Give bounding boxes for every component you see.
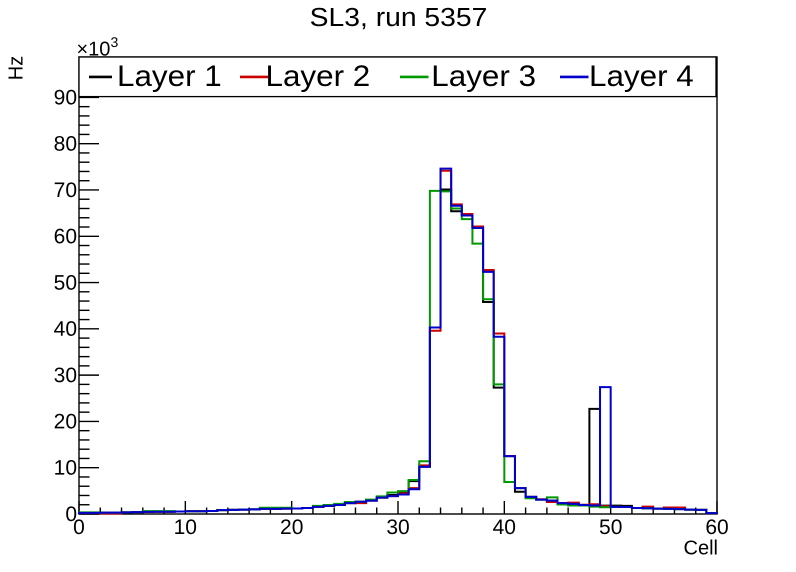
svg-text:60: 60 — [54, 225, 77, 248]
svg-text:40: 40 — [54, 318, 77, 341]
svg-text:Layer 2: Layer 2 — [266, 59, 371, 93]
svg-text:80: 80 — [54, 133, 77, 156]
svg-text:SL3, run 5357: SL3, run 5357 — [310, 2, 488, 32]
svg-text:90: 90 — [54, 86, 77, 109]
svg-text:Layer 4: Layer 4 — [589, 59, 694, 93]
svg-text:50: 50 — [54, 272, 77, 295]
svg-text:10: 10 — [54, 457, 77, 480]
svg-text:70: 70 — [54, 179, 77, 202]
svg-text:Layer 3: Layer 3 — [431, 59, 536, 93]
svg-text:20: 20 — [280, 516, 303, 539]
svg-text:0: 0 — [65, 503, 77, 526]
svg-text:Hz: Hz — [6, 56, 28, 80]
svg-text:0: 0 — [73, 516, 85, 539]
svg-text:30: 30 — [54, 364, 77, 387]
svg-text:40: 40 — [493, 516, 516, 539]
svg-text:Layer 1: Layer 1 — [117, 59, 222, 93]
svg-text:60: 60 — [705, 516, 728, 539]
svg-text:30: 30 — [386, 516, 409, 539]
svg-text:50: 50 — [599, 516, 622, 539]
svg-text:10: 10 — [174, 516, 197, 539]
svg-text:20: 20 — [54, 410, 77, 433]
svg-text:Cell: Cell — [684, 537, 718, 559]
